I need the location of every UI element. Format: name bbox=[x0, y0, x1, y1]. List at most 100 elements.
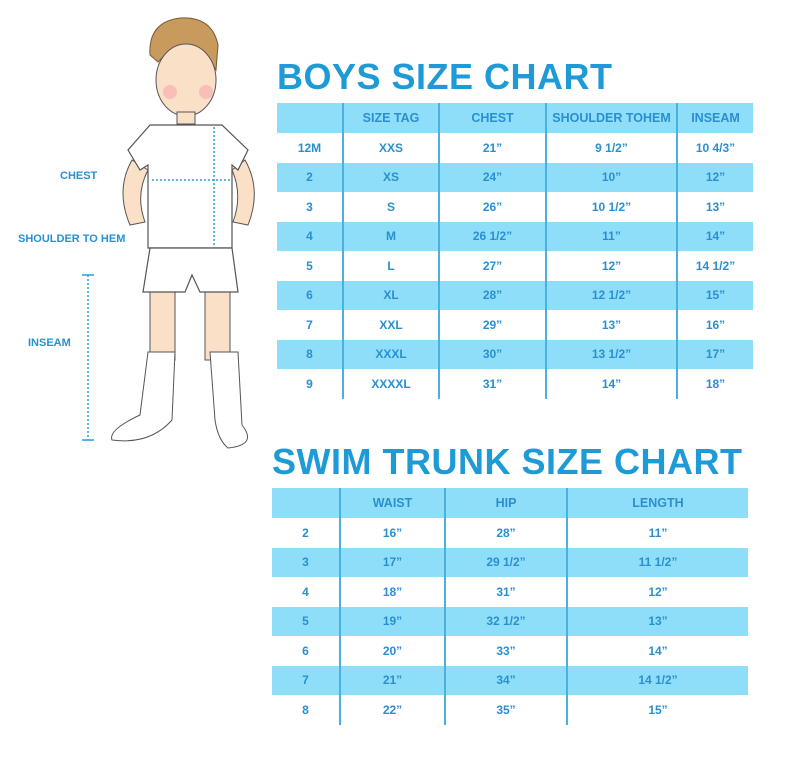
table-cell: 26” bbox=[438, 192, 546, 222]
table-cell: 7 bbox=[306, 317, 313, 332]
table-cell: 3 bbox=[272, 547, 340, 577]
table-cell: 2 bbox=[302, 525, 309, 540]
table-cell: 22” bbox=[339, 695, 445, 725]
column-header bbox=[277, 103, 343, 133]
column-header bbox=[272, 488, 340, 518]
table-cell: 33” bbox=[444, 636, 567, 666]
table-cell: 7 bbox=[272, 665, 340, 695]
table-cell: 16” bbox=[676, 310, 753, 340]
table-cell: 2 bbox=[277, 162, 343, 192]
table-cell: 14 1/2” bbox=[676, 251, 753, 281]
table-row: 4 18” 31” 12” bbox=[272, 577, 748, 607]
table-cell: 9 1/2” bbox=[545, 133, 677, 163]
table-row: 9 XXXXL 31” 14” 18” bbox=[277, 369, 753, 399]
table-cell: 13” bbox=[676, 192, 753, 222]
table-cell: 31” bbox=[438, 369, 546, 399]
table-cell: 14” bbox=[545, 369, 677, 399]
table-row: 4 M 26 1/2” 11” 14” bbox=[277, 221, 753, 251]
column-header: LENGTH bbox=[566, 488, 748, 518]
table-cell: 8 bbox=[277, 339, 343, 369]
table-cell: 35” bbox=[444, 695, 567, 725]
boy-illustration bbox=[82, 17, 255, 449]
table-cell: 19” bbox=[339, 606, 445, 636]
table-cell: XXXL bbox=[342, 339, 439, 369]
table-cell: 21” bbox=[339, 665, 445, 695]
table-cell: 12” bbox=[566, 577, 748, 607]
table-cell: 12M bbox=[297, 140, 322, 155]
table-cell: XXXXL bbox=[342, 369, 439, 399]
table-cell: XXL bbox=[342, 310, 439, 340]
table-cell: 16” bbox=[339, 518, 445, 548]
table-cell: M bbox=[342, 221, 439, 251]
header-row: SIZE TAG CHEST SHOULDER TOHEM INSEAM bbox=[277, 103, 753, 133]
swim-trunk-size-table: WAIST HIP LENGTH 2 16” 28” 11” 3 17” 29 1/2” 11 1/… bbox=[272, 488, 748, 725]
table-cell: 14” bbox=[566, 636, 748, 666]
table-cell: 28” bbox=[444, 518, 567, 548]
column-header: CHEST bbox=[438, 103, 546, 133]
table-cell: 12 1/2” bbox=[545, 280, 677, 310]
chest-label: CHEST bbox=[60, 170, 98, 182]
table-cell: XXS bbox=[342, 133, 439, 163]
table-row: 5 19” 32 1/2” 13” bbox=[272, 606, 748, 636]
table-row: 6 XL 28” 12 1/2” 15” bbox=[277, 280, 753, 310]
table-cell: 10” bbox=[545, 162, 677, 192]
table-row: 5 L 27” 12” 14 1/2” bbox=[277, 251, 753, 281]
table-cell: 10 4/3” bbox=[676, 133, 753, 163]
table-cell: 27” bbox=[438, 251, 546, 281]
table-row: 8 22” 35” 15” bbox=[272, 695, 748, 725]
table-cell: XS bbox=[342, 162, 439, 192]
table-cell: 10 1/2” bbox=[545, 192, 677, 222]
table-cell: 15” bbox=[566, 695, 748, 725]
boys-chart-title: BOYS SIZE CHART bbox=[277, 56, 613, 97]
table-row: 12M XXS 21” 9 1/2” 10 4/3” bbox=[277, 133, 753, 163]
table-cell: 13” bbox=[545, 310, 677, 340]
inseam-label: INSEAM bbox=[28, 337, 71, 349]
table-cell: 4 bbox=[277, 221, 343, 251]
column-header: SIZE TAG bbox=[342, 103, 439, 133]
table-cell: 11” bbox=[566, 518, 748, 548]
header-row: WAIST HIP LENGTH bbox=[272, 488, 748, 518]
table-row: 3 17” 29 1/2” 11 1/2” bbox=[272, 547, 748, 577]
table-cell: 12” bbox=[676, 162, 753, 192]
swim-chart-title: SWIM TRUNK SIZE CHART bbox=[272, 441, 743, 482]
table-row: 3 S 26” 10 1/2” 13” bbox=[277, 192, 753, 222]
table-cell: 13 1/2” bbox=[545, 339, 677, 369]
table-cell: 4 bbox=[302, 584, 309, 599]
table-cell: 30” bbox=[438, 339, 546, 369]
table-cell: 32 1/2” bbox=[444, 606, 567, 636]
table-cell: 18” bbox=[676, 369, 753, 399]
table-cell: 8 bbox=[302, 702, 309, 717]
table-cell: XL bbox=[342, 280, 439, 310]
table-cell: 17” bbox=[676, 339, 753, 369]
shoulder-to-hem-label: SHOULDER TO HEM bbox=[18, 233, 126, 245]
table-cell: 5 bbox=[306, 258, 313, 273]
boys-size-table: SIZE TAG CHEST SHOULDER TOHEM INSEAM 12M XXS 2… bbox=[277, 103, 753, 399]
table-cell: 11 1/2” bbox=[566, 547, 748, 577]
table-cell: 24” bbox=[438, 162, 546, 192]
table-cell: 6 bbox=[302, 643, 309, 658]
table-cell: 21” bbox=[438, 133, 546, 163]
table-cell: S bbox=[342, 192, 439, 222]
column-header: HIP bbox=[444, 488, 567, 518]
column-header: INSEAM bbox=[676, 103, 753, 133]
table-cell: 28” bbox=[438, 280, 546, 310]
table-row: 7 XXL 29” 13” 16” bbox=[277, 310, 753, 340]
table-row: 2 16” 28” 11” bbox=[272, 518, 748, 548]
table-cell: 31” bbox=[444, 577, 567, 607]
table-cell: 14 1/2” bbox=[566, 665, 748, 695]
column-header: SHOULDER TOHEM bbox=[545, 103, 677, 133]
table-row: 2 XS 24” 10” 12” bbox=[277, 162, 753, 192]
table-cell: 34” bbox=[444, 665, 567, 695]
table-cell: 29” bbox=[438, 310, 546, 340]
table-cell: 20” bbox=[339, 636, 445, 666]
table-cell: 13” bbox=[566, 606, 748, 636]
table-cell: 6 bbox=[277, 280, 343, 310]
table-cell: 3 bbox=[306, 199, 313, 214]
table-cell: 11” bbox=[545, 221, 677, 251]
table-cell: 12” bbox=[545, 251, 677, 281]
table-cell: L bbox=[342, 251, 439, 281]
table-cell: 14” bbox=[676, 221, 753, 251]
table-cell: 15” bbox=[676, 280, 753, 310]
table-cell: 9 bbox=[306, 376, 313, 391]
table-cell: 26 1/2” bbox=[438, 221, 546, 251]
